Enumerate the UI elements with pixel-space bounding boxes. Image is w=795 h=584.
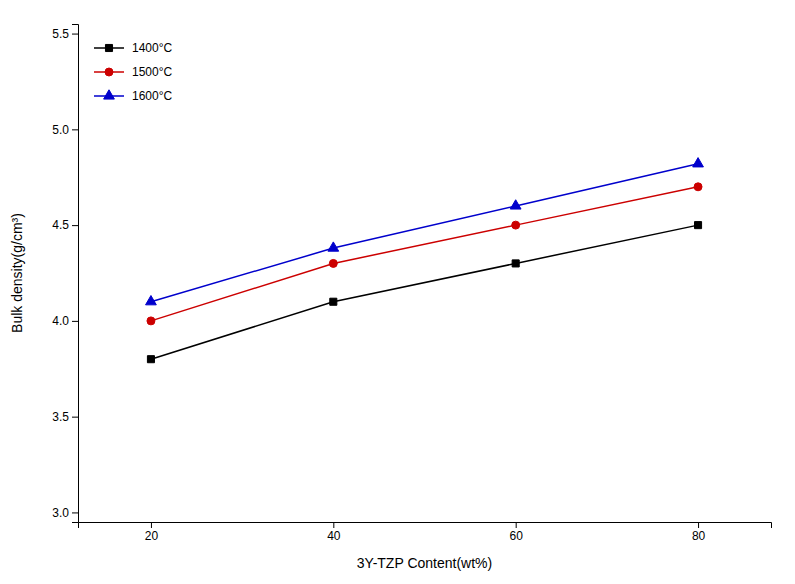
plot-area: 20 40 60 80 3.0 3.5 4.0 4.5 5.0 5.5 1400°C 1500°C 16… <box>52 25 771 543</box>
data-point <box>330 298 337 305</box>
x-tick-mark <box>516 522 517 528</box>
series-line <box>151 187 698 321</box>
y-tick: 5.0 <box>52 123 78 137</box>
y-tick-label: 5.5 <box>52 27 69 41</box>
x-tick: 20 <box>145 522 159 543</box>
x-tick-mark <box>698 522 699 528</box>
y-tick-label: 4.5 <box>52 218 69 232</box>
data-point <box>695 222 702 229</box>
y-axis-title: Bulk density(g/cm³) <box>9 213 25 333</box>
y-tick-mark <box>72 321 78 322</box>
x-axis: 20 40 60 80 <box>79 522 772 543</box>
data-point <box>146 296 157 305</box>
data-point <box>694 183 702 191</box>
x-tick-label: 20 <box>145 529 159 543</box>
y-tick-mark <box>72 512 78 513</box>
legend-item: 1500°C <box>94 65 172 79</box>
data-point <box>147 356 154 363</box>
y-axis-line <box>72 25 79 523</box>
x-tick-label: 80 <box>692 529 706 543</box>
data-point <box>512 260 519 267</box>
legend-label: 1600°C <box>132 89 172 103</box>
legend-item: 1400°C <box>94 41 172 55</box>
x-tick-label: 60 <box>510 529 524 543</box>
x-tick-mark <box>151 522 152 528</box>
legend-marker <box>104 90 115 99</box>
data-point <box>512 221 520 229</box>
y-tick: 4.0 <box>52 314 78 328</box>
x-axis-title: 3Y-TZP Content(wt%) <box>357 555 492 571</box>
legend-label: 1400°C <box>132 41 172 55</box>
y-tick: 3.5 <box>52 410 78 424</box>
y-axis: 3.0 3.5 4.0 4.5 5.0 5.5 <box>52 25 78 523</box>
legend: 1400°C 1500°C 1600°C <box>94 41 172 103</box>
legend-marker <box>105 68 113 76</box>
y-tick-mark <box>72 129 78 130</box>
series-line <box>151 164 698 302</box>
legend-marker <box>105 44 112 51</box>
data-point <box>147 317 155 325</box>
y-tick: 4.5 <box>52 218 78 232</box>
series <box>147 183 702 325</box>
x-tick: 80 <box>692 522 706 543</box>
marks <box>146 158 704 363</box>
x-tick: 60 <box>510 522 524 543</box>
y-tick-label: 3.0 <box>52 506 69 520</box>
y-tick-label: 3.5 <box>52 410 69 424</box>
series <box>146 158 704 305</box>
series-line <box>151 225 698 359</box>
x-tick: 40 <box>327 522 341 543</box>
y-tick: 3.0 <box>52 506 78 520</box>
y-tick-label: 4.0 <box>52 314 69 328</box>
legend-label: 1500°C <box>132 65 172 79</box>
y-tick-mark <box>72 225 78 226</box>
chart-container: 20 40 60 80 3.0 3.5 4.0 4.5 5.0 5.5 1400°C 1500°C 16… <box>0 0 795 584</box>
y-tick: 5.5 <box>52 27 78 41</box>
chart-svg: 20 40 60 80 3.0 3.5 4.0 4.5 5.0 5.5 1400°C 1500°C 16… <box>0 0 795 584</box>
data-point <box>693 158 704 167</box>
y-tick-mark <box>72 34 78 35</box>
x-axis-line <box>79 523 772 529</box>
legend-item: 1600°C <box>94 89 172 103</box>
data-point <box>329 259 337 267</box>
data-point <box>510 200 521 209</box>
y-tick-label: 5.0 <box>52 123 69 137</box>
x-tick-mark <box>333 522 334 528</box>
y-tick-mark <box>72 417 78 418</box>
series <box>147 222 701 363</box>
x-tick-label: 40 <box>327 529 341 543</box>
data-point <box>328 242 339 251</box>
